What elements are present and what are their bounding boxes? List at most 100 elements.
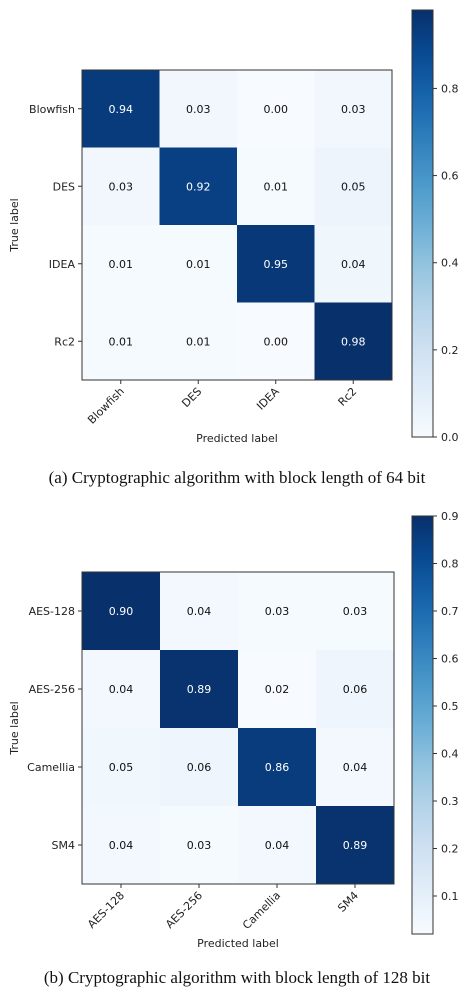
y-tick-label: DES [53,180,75,193]
cell-value-label: 0.06 [343,683,368,696]
x-axis-title: Predicted label [196,432,278,445]
colorbar-tick-label: 0.2 [441,344,459,357]
heatmap-cell [316,650,394,728]
y-tick-label: AES-256 [29,683,75,696]
x-tick-label: Blowfish [85,385,127,427]
cell-value-label: 0.92 [186,180,211,193]
cell-value-label: 0.95 [264,258,289,271]
colorbar-tick-label: 0.0 [441,431,459,444]
x-tick-label: AES-256 [163,889,205,931]
colorbar-tick-label: 0.2 [441,843,459,856]
heatmap-cell [159,70,237,148]
plot-frame [81,69,393,381]
colorbar [411,515,434,935]
cell-value-label: 0.04 [187,605,212,618]
x-tick-label: IDEA [254,385,282,413]
cell-value-label: 0.01 [109,258,134,271]
cell-value-label: 0.04 [109,839,134,852]
x-tick-label: DES [179,385,204,410]
heatmap-cell [82,650,160,728]
cell-value-label: 0.00 [264,335,289,348]
plot-frame [81,571,395,885]
colorbar-tick-label: 0.7 [441,605,459,618]
cell-value-label: 0.04 [265,839,290,852]
heatmap-cell [314,302,392,380]
cell-value-label: 0.90 [109,605,134,618]
x-axis-title: Predicted label [197,937,279,950]
y-tick-label: Camellia [27,761,75,774]
heatmap-cell [82,147,160,225]
cell-value-label: 0.03 [343,605,368,618]
y-tick-label: IDEA [49,258,76,271]
confusion-matrix-chart-b: 0.90 0.04 0.03 0.03 0.04 0.89 0.02 0.06 0.05 0.06… [8,510,459,950]
colorbar-tick-label: 0.9 [441,510,459,523]
caption-a: (a) Cryptographic algorithm with block l… [48,468,426,487]
heatmap-cell [160,650,238,728]
cell-value-label: 0.03 [265,605,290,618]
cell-value-label: 0.02 [265,683,290,696]
heatmap-cell [160,572,238,650]
heatmap-cell [82,572,160,650]
y-axis-title: True label [8,701,21,755]
cell-value-label: 0.03 [187,839,212,852]
cell-value-label: 0.98 [341,335,366,348]
cell-value-label: 0.04 [343,761,368,774]
heatmap-cell [238,572,316,650]
heatmap-cell [238,728,316,806]
colorbar-tick-label: 0.3 [441,795,459,808]
heatmap-cell [316,728,394,806]
caption-b: (b) Cryptographic algorithm with block l… [43,968,431,987]
colorbar-tick-label: 0.4 [441,748,459,761]
y-tick-label: Blowfish [29,103,75,116]
heatmap-cell [159,302,237,380]
heatmap-cell [160,728,238,806]
heatmap-cell [237,302,315,380]
cell-value-label: 0.01 [186,258,211,271]
heatmap-cell [159,225,237,303]
cell-value-label: 0.86 [265,761,290,774]
heatmap-cell [238,806,316,884]
heatmap-cell [159,147,237,225]
heatmap-cell [160,806,238,884]
heatmap-cell [237,147,315,225]
heatmap-cell [82,225,160,303]
y-tick-label: Rc2 [54,335,75,348]
cell-value-label: 0.04 [341,258,366,271]
cell-value-label: 0.94 [109,103,134,116]
colorbar-tick-label: 0.5 [441,700,459,713]
cell-value-label: 0.05 [109,761,134,774]
heatmap-cell [237,70,315,148]
cell-value-label: 0.06 [187,761,212,774]
colorbar [411,9,434,438]
cell-value-label: 0.89 [187,683,212,696]
heatmap-cell [316,572,394,650]
colorbar-tick-label: 0.1 [441,890,459,903]
cell-value-label: 0.01 [109,335,134,348]
colorbar-tick-label: 0.4 [441,257,459,270]
heatmap-cell [314,70,392,148]
y-tick-label: SM4 [52,839,75,852]
colorbar-tick-label: 0.8 [441,82,459,95]
x-tick-label: Rc2 [336,385,360,409]
cell-value-label: 0.04 [109,683,134,696]
cell-value-label: 0.00 [264,103,289,116]
heatmap-cell [82,728,160,806]
confusion-matrix-chart-a: 0.94 0.03 0.00 0.03 0.03 0.92 0.01 0.05 0.01 0.01… [8,9,459,445]
cell-value-label: 0.01 [264,180,289,193]
heatmap-cell [82,806,160,884]
heatmap-cell [82,302,160,380]
colorbar-tick-label: 0.6 [441,653,459,666]
colorbar-tick-label: 0.8 [441,558,459,571]
heatmap-cell [238,650,316,728]
y-tick-label: AES-128 [29,605,75,618]
cell-value-label: 0.89 [343,839,368,852]
cell-value-label: 0.03 [341,103,366,116]
cell-value-label: 0.03 [186,103,211,116]
cell-value-label: 0.01 [186,335,211,348]
heatmap-cell [316,806,394,884]
x-tick-label: SM4 [335,889,361,915]
heatmap-cell [82,70,160,148]
confusion-matrix-panel-a: 0.94 0.03 0.00 0.03 0.03 0.92 0.01 0.05 0.01 0.01… [8,9,459,487]
cell-value-label: 0.05 [341,180,366,193]
heatmap-cell [237,225,315,303]
